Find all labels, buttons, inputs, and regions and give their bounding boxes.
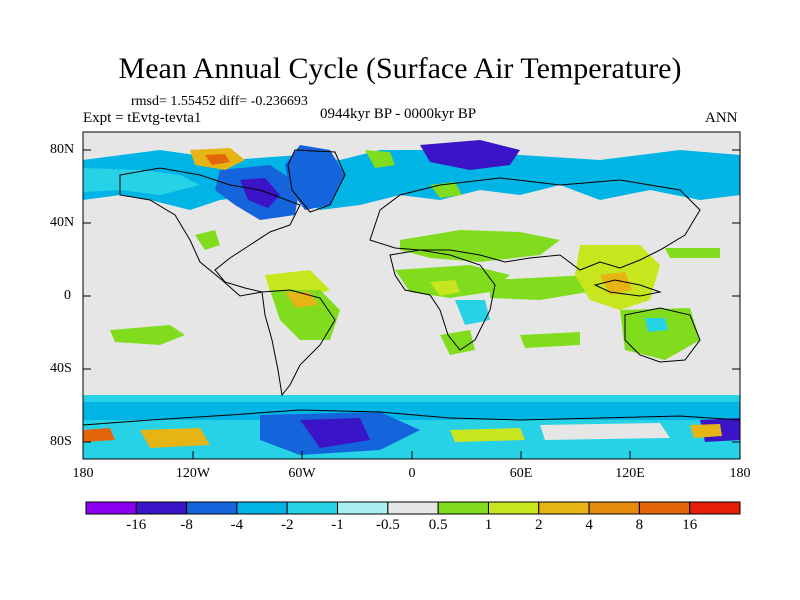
colorbar-tick-label: 0.5 [428,517,448,533]
colorbar-tick-label: -2 [280,517,294,533]
lon-label: 120E [615,466,645,481]
lat-label: 40S [50,361,72,376]
middle-east-warm [400,230,560,262]
lat-label: 0 [64,288,71,303]
colorbar-box [286,501,339,515]
antarctica-west-very-hot [83,428,115,442]
colorbar-tick-label: 8 [635,517,644,533]
colorbar-tick-label: -1 [331,517,344,533]
coastlines [82,149,741,426]
period-label: 0944kyr BP - 0000kyr BP [320,106,477,122]
colorbar-box [337,501,389,515]
lon-label: 180 [72,466,94,481]
colorbar-box [236,501,288,515]
antarctica-strong-cool [300,418,370,448]
canada-strong-cool [240,178,280,208]
pacific-south-warm [110,325,185,345]
antarctica-west-hot [140,428,210,448]
lon-label: 120W [175,466,211,481]
africa-coast [389,249,496,351]
colorbar-tick-label: 16 [682,517,698,533]
colorbar [85,501,741,515]
lat-label: 40N [50,215,75,230]
colorbar-box [437,501,489,515]
south-america-hot [285,292,318,308]
colorbar-box [638,501,691,515]
colorbar-box [588,501,640,515]
indonesia-coast [593,279,662,297]
colorbar-tick-label: 4 [585,517,593,533]
south-america-coast [261,289,336,397]
antarctica-coast [82,409,741,426]
colorbar-box [387,501,439,515]
arctic-island-hot [205,154,230,165]
lat-label: 80S [50,434,72,449]
east-africa-cool [455,300,490,325]
greenland-cool [285,145,345,210]
pacific-east-warm [665,248,720,258]
eurasia-coast [369,177,701,271]
colorbar-box [186,501,238,515]
experiment-label: Expt = tEvtg-tevta1 [83,110,202,126]
lon-label: 60E [509,466,533,481]
colorbar-tick-label: -4 [230,517,244,533]
colorbar-box [689,501,741,515]
colorbar-box [135,501,188,515]
colorbar-tick-label: -0.5 [375,517,400,533]
antarctic-interior-gray [540,423,670,440]
colorbar-tick-label: -16 [126,517,147,533]
colorbar-tick-label: -8 [180,517,193,533]
anomaly-field [83,140,740,459]
lon-label: 180 [729,466,751,481]
indian-ocean-warm [520,332,580,348]
scandinavia-warm [365,150,395,168]
arctic-light-band [83,168,200,195]
season-label: ANN [705,110,738,126]
colorbar-box [85,501,137,515]
north-america-warm [195,230,220,250]
colorbar-box [538,501,590,515]
lon-label: 0 [408,466,416,481]
lat-label: 80N [50,142,75,157]
southern-ocean-cool [83,402,740,420]
siberia-strong-cool [420,140,520,170]
colorbar-box [487,501,540,515]
lon-label: 60W [288,466,316,481]
greenland-coast [287,149,346,213]
colorbar-tick-label: 1 [484,517,493,533]
arabian-sea-warm [490,275,600,300]
australia-coast [624,307,701,363]
north-america-coast [119,167,301,297]
australia-warm [620,308,700,360]
colorbar-tick-label: 2 [535,517,543,533]
stats-label: rmsd= 1.55452 diff= -0.236693 [131,94,308,109]
map-title: Mean Annual Cycle (Surface Air Temperatu… [118,52,682,85]
indonesia-hot [600,272,632,295]
australia-cool [645,318,668,332]
sahel-hot [430,280,460,296]
antarctica-east-hot [690,424,722,438]
antarctica-warm [450,428,525,442]
ticks [83,149,740,459]
